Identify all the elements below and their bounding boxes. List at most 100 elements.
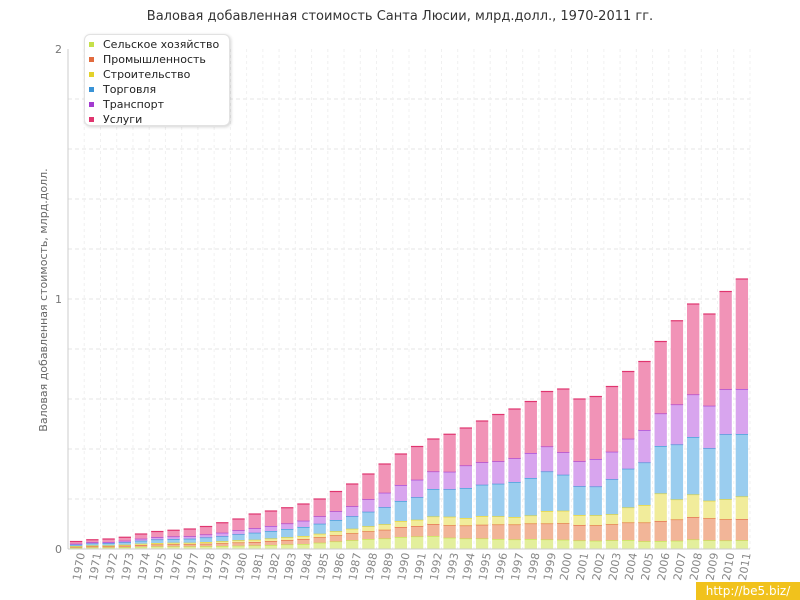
bar-segment bbox=[589, 525, 602, 541]
legend-label: Строительство bbox=[103, 68, 191, 81]
bar-segment bbox=[443, 525, 456, 538]
x-tick-label: 1982 bbox=[265, 552, 283, 582]
bar-segment bbox=[118, 542, 131, 545]
bar-segment bbox=[427, 516, 440, 524]
legend-swatch bbox=[89, 72, 94, 77]
bar-segment bbox=[557, 452, 570, 475]
bar-segment bbox=[183, 546, 196, 549]
bar-segment bbox=[199, 543, 213, 547]
bar-segment bbox=[524, 539, 537, 549]
bar-segment bbox=[151, 544, 164, 547]
bar-segment bbox=[703, 405, 716, 449]
bar-segment bbox=[346, 540, 359, 549]
bar-segment bbox=[719, 540, 732, 549]
legend-item[interactable]: Услуги bbox=[89, 112, 229, 127]
bar-segment bbox=[719, 519, 732, 541]
bar-segment bbox=[378, 538, 391, 549]
bar-segment bbox=[638, 430, 651, 463]
bar-segment bbox=[475, 538, 489, 549]
bar-segment bbox=[281, 507, 294, 524]
bar-segment bbox=[589, 540, 602, 549]
bar-segment bbox=[654, 341, 667, 414]
legend-item[interactable]: Строительство bbox=[89, 67, 229, 82]
legend-item[interactable]: Сельское хозяйство bbox=[89, 37, 229, 52]
bar-segment bbox=[134, 540, 148, 544]
bar-segment bbox=[199, 537, 213, 542]
bar-segment bbox=[134, 538, 148, 541]
bar-segment bbox=[167, 530, 180, 537]
y-axis-label: Валовая добавленная стоимость, млрд.долл… bbox=[37, 168, 50, 431]
y-tick-label: 2 bbox=[55, 43, 62, 56]
bar-segment bbox=[508, 409, 521, 459]
bar-segment bbox=[443, 489, 456, 517]
x-tick-label: 1977 bbox=[184, 552, 202, 582]
x-tick-label: 1994 bbox=[460, 552, 478, 582]
bar-segment bbox=[654, 541, 667, 549]
bar-segment bbox=[329, 531, 343, 536]
bar-segment bbox=[703, 448, 716, 501]
x-tick-label: 2005 bbox=[639, 552, 657, 582]
bar-segment bbox=[492, 461, 505, 484]
bar-segment bbox=[86, 546, 99, 548]
bar-segment bbox=[410, 479, 424, 498]
bar-segment bbox=[248, 514, 261, 529]
legend-label: Промышленность bbox=[103, 53, 206, 66]
bar-segment bbox=[475, 462, 489, 485]
bar-segment bbox=[410, 526, 424, 537]
bar-segment bbox=[232, 534, 245, 541]
bar-segment bbox=[492, 516, 505, 525]
bar-segment bbox=[654, 521, 667, 541]
bar-segment bbox=[102, 542, 115, 544]
x-tick-label: 1978 bbox=[200, 552, 218, 582]
bar-segment bbox=[313, 523, 326, 534]
bar-segment bbox=[459, 525, 472, 539]
bar-segment bbox=[605, 451, 619, 480]
bar-segment bbox=[557, 523, 570, 540]
legend-item[interactable]: Транспорт bbox=[89, 97, 229, 112]
bar-segment bbox=[410, 497, 424, 520]
bar-segment bbox=[654, 446, 667, 494]
bar-segment bbox=[102, 539, 115, 542]
bar-segment bbox=[362, 499, 375, 512]
bar-segment bbox=[557, 389, 570, 453]
bar-segment bbox=[605, 386, 619, 452]
x-tick-label: 1989 bbox=[379, 552, 397, 582]
bar-segment bbox=[151, 539, 164, 543]
bar-segment bbox=[329, 511, 343, 520]
bar-segment bbox=[459, 465, 472, 488]
bar-segment bbox=[459, 538, 472, 549]
bar-segment bbox=[443, 471, 456, 490]
x-tick-label: 1995 bbox=[476, 552, 494, 582]
bar-segment bbox=[216, 532, 229, 537]
bar-segment bbox=[329, 535, 343, 542]
bar-segment bbox=[427, 471, 440, 489]
legend-item[interactable]: Торговля bbox=[89, 82, 229, 97]
bar-segment bbox=[362, 531, 375, 539]
bar-segment bbox=[605, 524, 619, 541]
x-tick-label: 1983 bbox=[281, 552, 299, 582]
bar-segment bbox=[297, 539, 310, 544]
bar-segment bbox=[362, 526, 375, 532]
x-tick-label: 1981 bbox=[249, 552, 267, 582]
x-tick-label: 1996 bbox=[492, 552, 510, 582]
legend-swatch bbox=[89, 87, 94, 92]
bar-segment bbox=[524, 523, 537, 539]
bar-segment bbox=[329, 520, 343, 532]
bar-segment bbox=[654, 493, 667, 521]
legend-item[interactable]: Промышленность bbox=[89, 52, 229, 67]
bar-segment bbox=[540, 471, 554, 511]
bar-segment bbox=[687, 437, 700, 495]
bar-segment bbox=[394, 537, 408, 549]
bar-segment bbox=[86, 542, 99, 544]
bar-segment bbox=[362, 474, 375, 500]
bar-segment bbox=[313, 537, 326, 543]
bar-segment bbox=[69, 547, 83, 549]
bar-segment bbox=[313, 542, 326, 549]
bar-segment bbox=[346, 528, 359, 534]
bar-segment bbox=[508, 458, 521, 482]
bar-segment bbox=[654, 413, 667, 446]
x-tick-label: 1975 bbox=[151, 552, 169, 582]
bar-segment bbox=[459, 488, 472, 518]
bar-segment bbox=[540, 539, 554, 549]
bar-segment bbox=[492, 539, 505, 549]
